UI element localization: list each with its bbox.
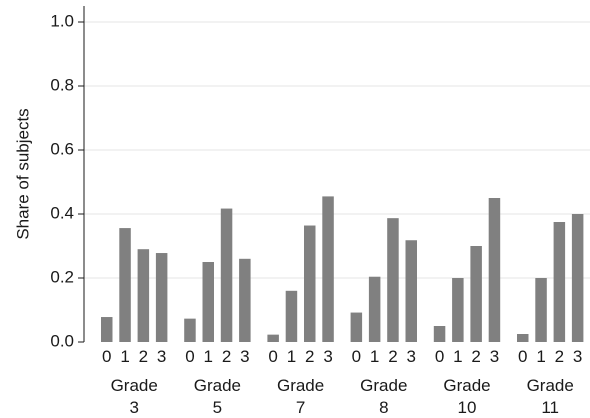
- bar: [137, 249, 150, 342]
- bar: [517, 334, 529, 342]
- category-label: 3: [323, 347, 332, 366]
- bar: [322, 196, 334, 342]
- category-label: 2: [139, 347, 148, 366]
- y-ticks: 0.0 0.2 0.4 0.6 0.8 1.0: [50, 11, 84, 350]
- y-tick-label: 0.2: [50, 267, 74, 286]
- category-label: 0: [435, 347, 444, 366]
- y-tick-label: 0.6: [50, 139, 74, 158]
- category-label: 1: [120, 347, 129, 366]
- bar: [155, 253, 168, 342]
- category-label: 1: [204, 347, 213, 366]
- category-label: 2: [305, 347, 314, 366]
- category-label: 3: [157, 347, 166, 366]
- bar: [387, 218, 399, 342]
- category-label: 0: [518, 347, 527, 366]
- category-label: 0: [352, 347, 361, 366]
- bar: [368, 276, 381, 342]
- y-tick-label: 0.4: [50, 203, 74, 222]
- bar: [239, 258, 251, 342]
- bar: [470, 246, 482, 342]
- group-label-line1: Grade: [443, 376, 490, 395]
- bar: [184, 318, 196, 342]
- category-label: 0: [185, 347, 194, 366]
- category-label: 2: [222, 347, 231, 366]
- category-label: 1: [453, 347, 462, 366]
- group-label-line1: Grade: [194, 376, 241, 395]
- bar: [285, 290, 298, 342]
- group-label-line1: Grade: [527, 376, 574, 395]
- bar: [452, 278, 464, 342]
- group-label-line1: Grade: [360, 376, 407, 395]
- y-tick-label: 0.0: [50, 331, 74, 350]
- category-label: 2: [555, 347, 564, 366]
- group-label-line2: 8: [379, 398, 388, 417]
- bar: [405, 240, 417, 342]
- category-label: 3: [240, 347, 249, 366]
- category-label: 3: [407, 347, 416, 366]
- category-label: 3: [573, 347, 582, 366]
- y-tick-label: 1.0: [50, 11, 74, 30]
- group-label-line2: 11: [541, 398, 559, 417]
- bar: [304, 225, 316, 342]
- group-label-line2: 3: [129, 398, 138, 417]
- category-label: 2: [471, 347, 480, 366]
- y-axis-title: Share of subjects: [13, 108, 32, 239]
- category-label: 0: [268, 347, 277, 366]
- group-label-line2: 5: [213, 398, 222, 417]
- group-label-line1: Grade: [111, 376, 158, 395]
- bar: [202, 262, 214, 342]
- category-label: 1: [287, 347, 296, 366]
- group-label-line2: 10: [458, 398, 477, 417]
- bar: [119, 228, 131, 342]
- y-tick-label: 0.8: [50, 75, 74, 94]
- bar: [350, 312, 363, 342]
- category-label: 2: [388, 347, 397, 366]
- group-label-line2: 7: [296, 398, 305, 417]
- axes: [83, 6, 85, 342]
- category-label: 0: [102, 347, 111, 366]
- group-label-line1: Grade: [277, 376, 324, 395]
- bar: [488, 198, 501, 342]
- bar: [535, 278, 547, 342]
- bar: [433, 326, 446, 342]
- category-label: 1: [370, 347, 379, 366]
- bar: [220, 208, 233, 342]
- category-label: 3: [490, 347, 499, 366]
- bar: [571, 214, 584, 342]
- bar: [553, 222, 566, 342]
- bar: [267, 334, 279, 342]
- bars: [101, 196, 584, 342]
- gridlines: [84, 21, 590, 279]
- category-label: 1: [536, 347, 545, 366]
- bar: [101, 317, 113, 342]
